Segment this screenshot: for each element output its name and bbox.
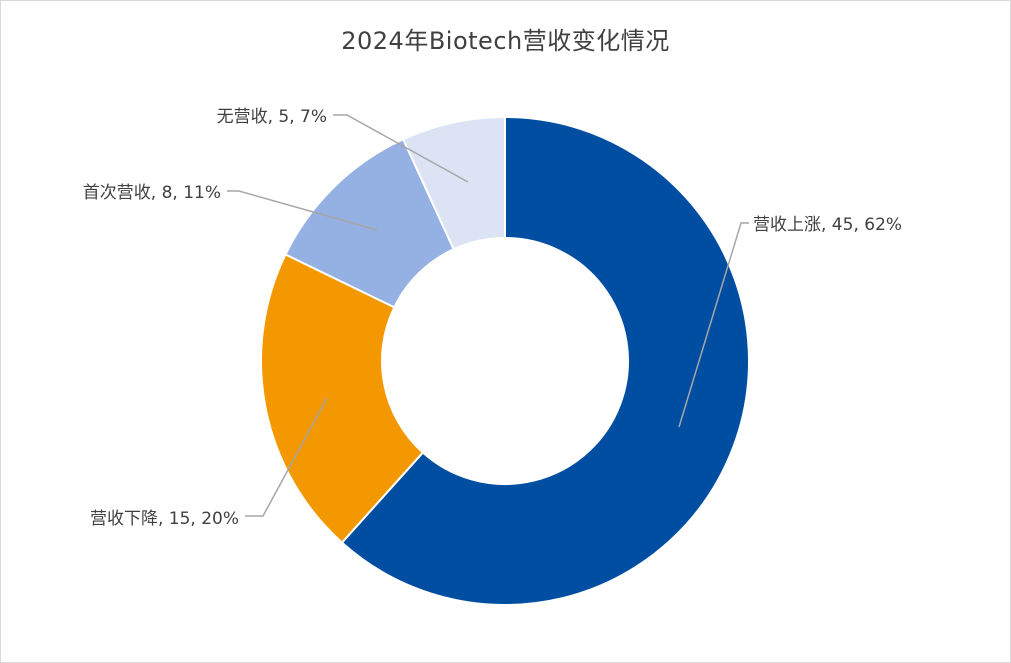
- leader-line-3: [227, 190, 378, 231]
- data-label-4: 无营收, 5, 7%: [217, 107, 327, 127]
- donut-slice-4: [401, 115, 506, 251]
- leader-line-2: [245, 397, 328, 517]
- chart-title: 2024年Biotech营收变化情况: [341, 27, 670, 55]
- data-label-3: 首次营收, 8, 11%: [83, 183, 221, 203]
- data-label-2: 营收下降, 15, 20%: [90, 509, 239, 529]
- leader-line-1: [678, 222, 749, 428]
- donut-slice-1: [340, 115, 750, 606]
- leader-line-4: [333, 114, 469, 183]
- data-label-1: 营收上涨, 45, 62%: [753, 215, 902, 235]
